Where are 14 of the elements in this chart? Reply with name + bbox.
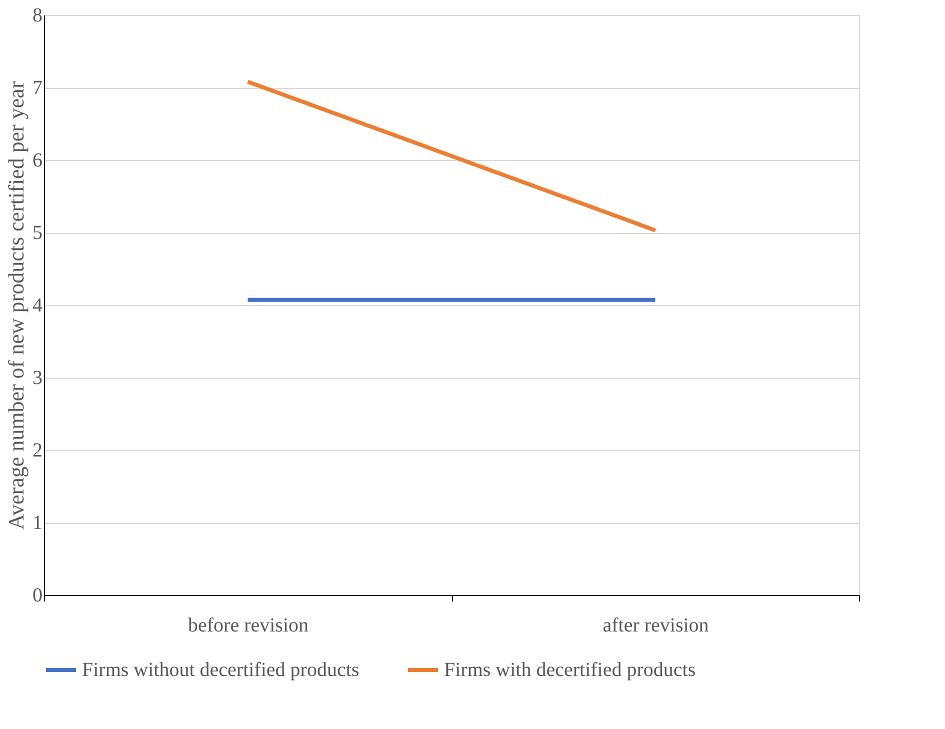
x-tick-label: before revision [188, 614, 309, 636]
y-tick-label: 4 [32, 294, 42, 316]
y-axis-title: Average number of new products certified per year [4, 80, 28, 530]
y-tick-label: 5 [32, 222, 42, 244]
y-tick-label: 3 [32, 367, 42, 389]
y-tick-label: 2 [32, 440, 42, 462]
y-tick-label: 6 [32, 150, 42, 172]
legend-label: Firms without decertified products [82, 659, 360, 681]
y-tick-label: 0 [32, 584, 42, 606]
y-tick-label: 7 [32, 77, 42, 99]
y-tick-label: 1 [32, 512, 42, 534]
y-tick-label: 8 [32, 4, 42, 26]
legend-label: Firms with decertified products [444, 659, 696, 681]
x-tick-label: after revision [602, 614, 709, 636]
